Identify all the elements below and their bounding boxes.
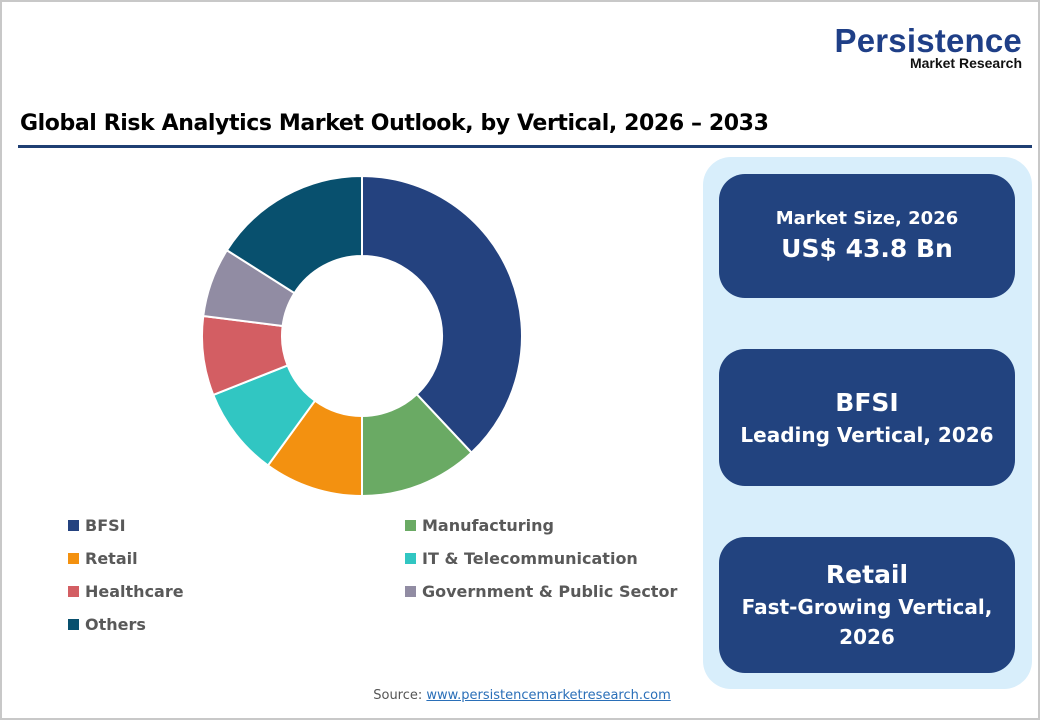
title-underline bbox=[18, 145, 1032, 148]
chart-title: Global Risk Analytics Market Outlook, by… bbox=[20, 111, 769, 136]
legend-label: BFSI bbox=[85, 516, 126, 535]
fast-growing-vertical-name: Retail bbox=[825, 560, 909, 589]
legend-swatch-icon bbox=[405, 520, 416, 531]
donut-chart bbox=[201, 174, 523, 498]
legend-item-healthcare: Healthcare bbox=[68, 582, 184, 601]
logo-subtitle: Market Research bbox=[909, 55, 1022, 71]
legend-swatch-icon bbox=[68, 520, 79, 531]
logo-wordmark: Persistence bbox=[834, 22, 1022, 59]
fast-growing-vertical-caption: Fast-Growing Vertical, bbox=[741, 595, 993, 619]
legend-swatch-icon bbox=[68, 619, 79, 630]
legend-swatch-icon bbox=[405, 553, 416, 564]
legend-item-government-public-sector: Government & Public Sector bbox=[405, 582, 677, 601]
legend-swatch-icon bbox=[68, 553, 79, 564]
legend-item-it-telecommunication: IT & Telecommunication bbox=[405, 549, 638, 568]
leading-vertical-caption: Leading Vertical, 2026 bbox=[740, 422, 994, 447]
legend-label: Government & Public Sector bbox=[422, 582, 678, 601]
legend-label: IT & Telecommunication bbox=[422, 549, 638, 568]
legend-item-others: Others bbox=[68, 615, 146, 634]
legend-item-retail: Retail bbox=[68, 549, 138, 568]
donut-slice-bfsi bbox=[361, 174, 523, 455]
highlights-panel: Market Size, 2026 US$ 43.8 Bn BFSI Leadi… bbox=[703, 157, 1032, 689]
legend-swatch-icon bbox=[405, 586, 416, 597]
market-size-card: Market Size, 2026 US$ 43.8 Bn bbox=[719, 174, 1015, 298]
source-note: Source: www.persistencemarketresearch.co… bbox=[2, 688, 1040, 703]
legend-label: Others bbox=[85, 615, 146, 634]
legend-label: Healthcare bbox=[85, 582, 184, 601]
market-size-label: Market Size, 2026 bbox=[775, 208, 959, 229]
leading-vertical-name: BFSI bbox=[835, 387, 899, 417]
source-link[interactable]: www.persistencemarketresearch.com bbox=[426, 688, 671, 703]
legend-label: Retail bbox=[85, 549, 138, 568]
fast-growing-vertical-year: 2026 bbox=[839, 625, 895, 649]
legend-label: Manufacturing bbox=[422, 516, 554, 535]
fast-growing-vertical-card: Retail Fast-Growing Vertical, 2026 bbox=[719, 537, 1015, 673]
source-label: Source: bbox=[373, 688, 423, 703]
legend-item-bfsi: BFSI bbox=[68, 516, 126, 535]
legend-item-manufacturing: Manufacturing bbox=[405, 516, 554, 535]
persistence-logo: Persistence Market Research bbox=[834, 22, 1023, 71]
leading-vertical-card: BFSI Leading Vertical, 2026 bbox=[719, 349, 1015, 486]
market-size-value: US$ 43.8 Bn bbox=[781, 234, 953, 263]
donut-slice-others bbox=[225, 174, 363, 295]
legend-swatch-icon bbox=[68, 586, 79, 597]
